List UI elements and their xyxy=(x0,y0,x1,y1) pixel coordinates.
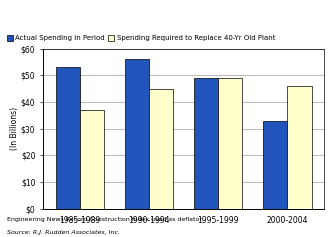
Bar xyxy=(263,121,287,209)
Bar xyxy=(287,86,311,209)
Text: Engineering News Record Construction Index used as deflator.: Engineering News Record Construction Ind… xyxy=(7,217,203,222)
Bar xyxy=(218,78,243,209)
Y-axis label: (In Billions): (In Billions) xyxy=(10,107,20,150)
Bar xyxy=(125,59,149,209)
Text: Source: R.J. Rudden Associates, Inc.: Source: R.J. Rudden Associates, Inc. xyxy=(7,230,119,235)
Bar xyxy=(194,78,218,209)
Text: Distribution System: Distribution System xyxy=(103,9,228,19)
Legend: Actual Spending in Period, Spending Required to Replace 40-Yr Old Plant: Actual Spending in Period, Spending Requ… xyxy=(7,35,275,41)
Bar xyxy=(56,67,80,209)
Bar xyxy=(80,110,104,209)
Bar xyxy=(149,89,173,209)
